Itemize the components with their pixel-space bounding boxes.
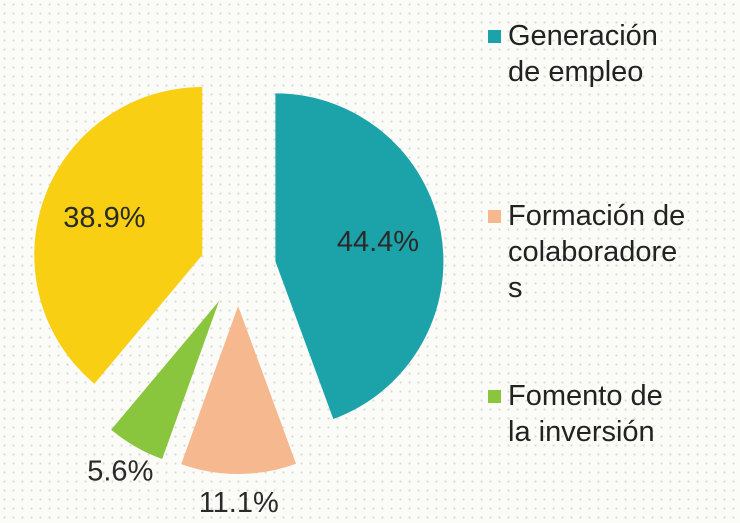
pie-slice bbox=[111, 300, 220, 460]
data-label: 5.6% bbox=[87, 455, 153, 487]
pie-slice bbox=[34, 87, 203, 384]
legend-item: Fomento de la inversión bbox=[488, 378, 688, 450]
legend-label: Formación de colaboradores bbox=[508, 200, 686, 304]
data-label: 44.4% bbox=[337, 226, 419, 258]
pie-slice bbox=[181, 305, 297, 474]
legend-swatch bbox=[488, 210, 501, 223]
data-label: 38.9% bbox=[63, 202, 145, 234]
data-label: 11.1% bbox=[199, 487, 279, 519]
legend-label: Generación de empleo bbox=[508, 20, 658, 88]
legend-label: Fomento de la inversión bbox=[508, 380, 663, 448]
legend-swatch bbox=[488, 30, 501, 43]
legend-swatch bbox=[488, 390, 501, 403]
legend-item: Formación de colaboradores bbox=[488, 198, 688, 306]
pie-slice bbox=[275, 93, 444, 420]
legend-item: Generación de empleo bbox=[488, 18, 688, 90]
